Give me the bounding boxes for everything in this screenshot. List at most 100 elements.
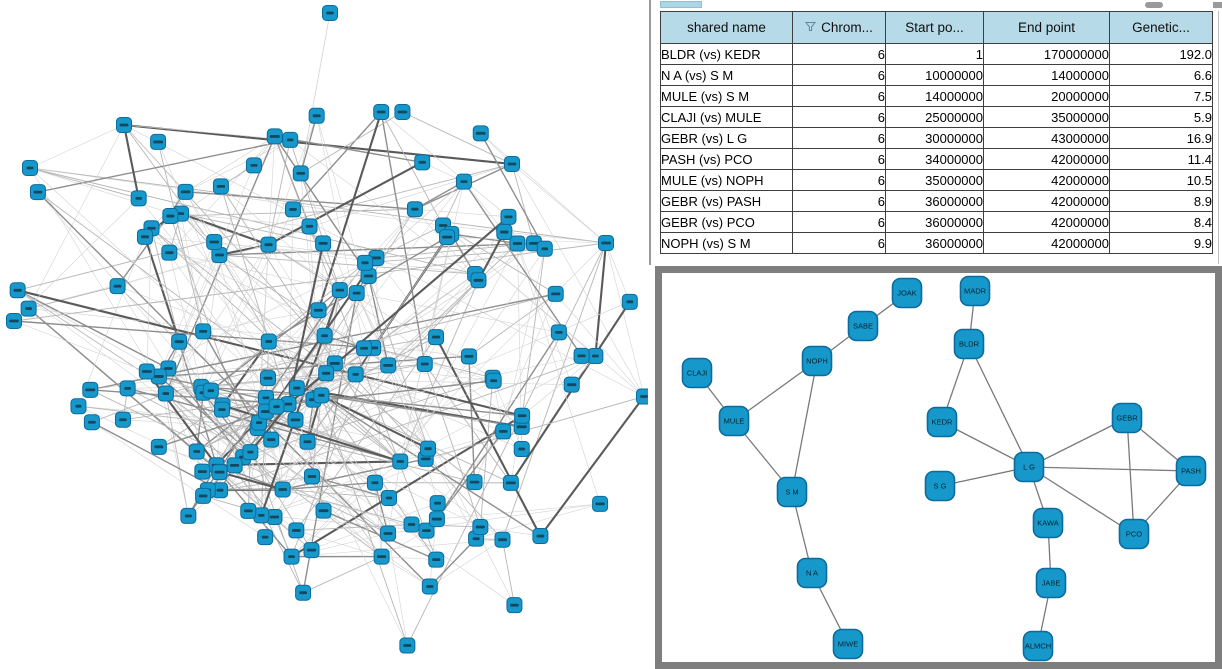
network-edge[interactable] [463, 181, 505, 233]
network-node[interactable] [310, 302, 327, 319]
network-node-joak[interactable]: JOAK [891, 277, 923, 309]
network-node[interactable] [414, 154, 431, 171]
network-edge[interactable] [321, 394, 522, 428]
network-edge[interactable] [300, 111, 403, 174]
network-node[interactable] [315, 235, 332, 252]
network-edge[interactable] [339, 181, 465, 291]
network-node[interactable] [245, 157, 262, 174]
network-node[interactable] [82, 381, 99, 398]
network-node[interactable] [188, 443, 205, 460]
network-node[interactable] [283, 548, 300, 565]
network-node[interactable] [70, 398, 87, 415]
network-edge[interactable] [502, 539, 515, 606]
node-shape[interactable] [1111, 402, 1143, 434]
column-header-genetic[interactable]: Genetic... [1109, 11, 1213, 44]
network-edge[interactable] [210, 390, 401, 462]
network-node-noph[interactable]: NOPH [801, 345, 833, 377]
network-node[interactable] [399, 637, 416, 654]
network-edge[interactable] [425, 396, 645, 460]
network-edge[interactable] [321, 394, 401, 462]
network-edge[interactable] [157, 141, 267, 398]
subnetwork-canvas[interactable]: JOAK SABE NOPH CLAJI MULE S M N A MIWE MADR BLDR K… [662, 273, 1215, 662]
network-edge[interactable] [158, 405, 223, 448]
network-edge[interactable] [288, 181, 465, 405]
network-node[interactable] [292, 165, 309, 182]
network-node-madr[interactable]: MADR [959, 275, 991, 307]
cell-value[interactable]: 20000000 [983, 85, 1110, 107]
network-node[interactable] [485, 372, 502, 389]
network-node[interactable] [621, 293, 638, 310]
network-node[interactable] [202, 382, 219, 399]
network-node[interactable] [136, 228, 153, 245]
network-edge[interactable] [414, 181, 465, 210]
network-edge[interactable] [216, 289, 341, 466]
subnetwork-edge[interactable] [1028, 466, 1192, 472]
network-edge[interactable] [282, 489, 390, 499]
network-node[interactable] [274, 481, 291, 498]
network-edge[interactable] [502, 242, 607, 540]
network-edge[interactable] [373, 336, 437, 349]
network-edge[interactable] [321, 394, 523, 417]
network-edge[interactable] [300, 173, 341, 291]
cell-value[interactable]: 6 [792, 85, 886, 107]
cell-value[interactable]: 6 [792, 232, 886, 254]
cell-shared-name[interactable]: MULE (vs) S M [660, 85, 793, 107]
node-shape[interactable] [796, 557, 828, 589]
network-edge[interactable] [180, 213, 310, 227]
network-edge[interactable] [517, 243, 573, 385]
network-node[interactable] [428, 511, 445, 528]
network-node[interactable] [195, 487, 212, 504]
network-edge[interactable] [302, 556, 382, 594]
network-edge[interactable] [202, 392, 251, 453]
network-edge[interactable] [555, 293, 645, 397]
network-edge[interactable] [376, 209, 416, 259]
network-edge[interactable] [165, 244, 269, 394]
network-edge[interactable] [521, 248, 546, 416]
table-row[interactable]: NOPH (vs) S M 6 36000000 42000000 9.9 [660, 232, 1213, 254]
node-shape[interactable] [1032, 507, 1064, 539]
network-node[interactable] [380, 489, 397, 506]
table-row[interactable]: GEBR (vs) L G 6 30000000 43000000 16.9 [660, 127, 1213, 149]
network-node[interactable] [313, 387, 330, 404]
table-row[interactable]: GEBR (vs) PASH 6 36000000 42000000 8.9 [660, 190, 1213, 212]
network-node[interactable] [284, 201, 301, 218]
subnetwork-edge[interactable] [1028, 466, 1135, 535]
network-edge[interactable] [264, 476, 313, 538]
network-edge[interactable] [220, 186, 341, 291]
network-edge[interactable] [144, 236, 374, 349]
cell-shared-name[interactable]: MULE (vs) NOPH [660, 169, 793, 191]
network-node[interactable] [418, 522, 435, 539]
network-edge[interactable] [165, 393, 283, 490]
network-edge[interactable] [219, 243, 269, 257]
network-node[interactable] [416, 355, 433, 372]
network-edge[interactable] [261, 515, 427, 531]
network-edge[interactable] [78, 405, 258, 429]
cell-value[interactable]: 42000000 [983, 169, 1110, 191]
network-node-na[interactable]: N A [796, 557, 828, 589]
network-edge[interactable] [373, 347, 493, 379]
cell-value[interactable]: 11.4 [1109, 148, 1213, 170]
network-edge[interactable] [316, 115, 389, 366]
cell-value[interactable]: 43000000 [983, 127, 1110, 149]
network-node[interactable] [598, 235, 614, 251]
node-shape[interactable] [1035, 567, 1067, 599]
network-edge[interactable] [267, 310, 319, 379]
network-node[interactable] [380, 525, 397, 542]
network-node[interactable] [472, 125, 489, 142]
network-node-kawa[interactable]: KAWA [1032, 507, 1064, 539]
network-node[interactable] [513, 441, 530, 458]
network-edge[interactable] [387, 243, 518, 366]
network-node[interactable] [547, 285, 564, 302]
node-shape[interactable] [718, 405, 750, 437]
network-node[interactable] [504, 156, 520, 172]
network-node[interactable] [9, 282, 26, 299]
network-edge[interactable] [91, 393, 167, 423]
network-edge[interactable] [117, 286, 169, 369]
network-node[interactable] [394, 104, 411, 120]
network-node[interactable] [211, 464, 228, 481]
network-node[interactable] [303, 468, 320, 485]
network-edge[interactable] [399, 280, 479, 462]
network-edge[interactable] [480, 132, 546, 250]
network-node[interactable] [161, 244, 178, 261]
network-edge[interactable] [381, 111, 509, 218]
